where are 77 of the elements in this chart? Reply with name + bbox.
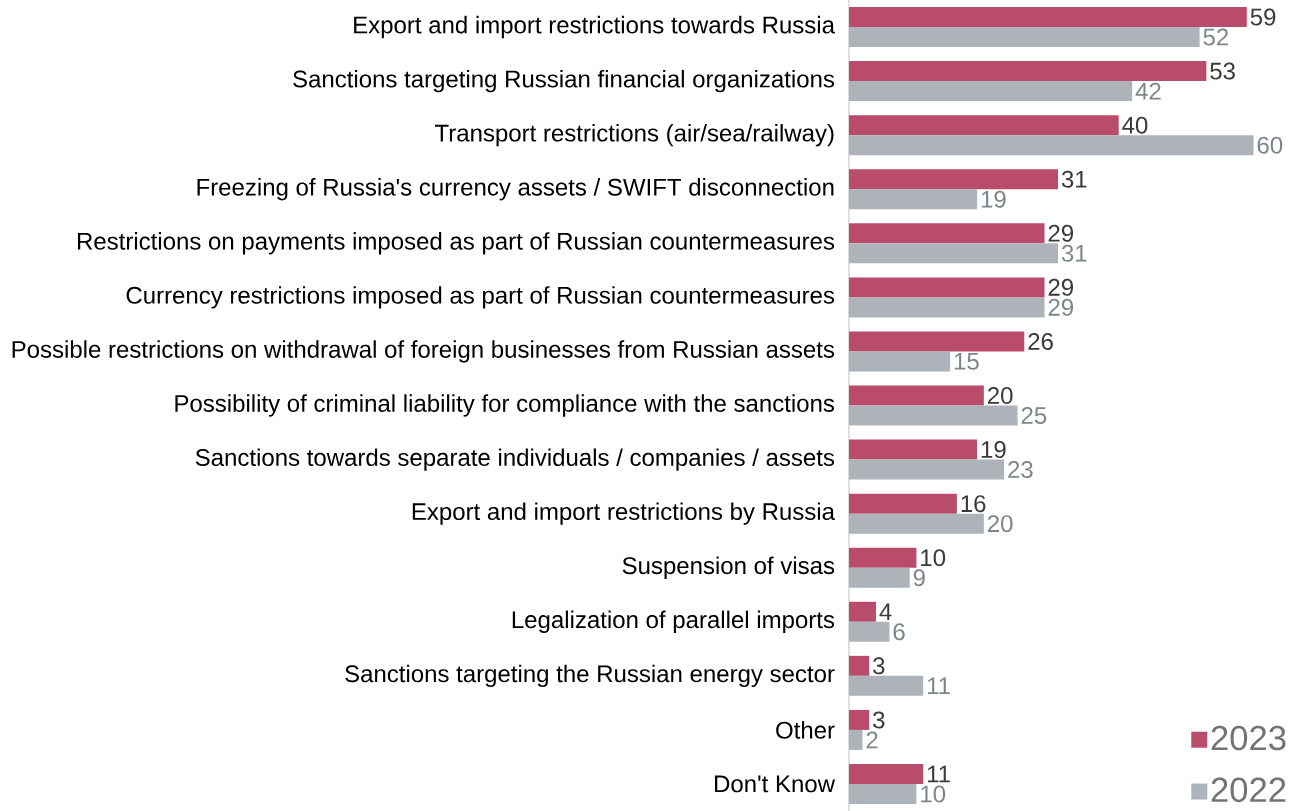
bar [848, 277, 1045, 298]
bar [848, 115, 1119, 136]
bar [848, 621, 890, 642]
y-tick-label: Possibility of criminal liability for compliance with the sanctions [175, 394, 835, 417]
y-tick-label: Suspension of visas [622, 556, 835, 579]
data-label: 42 [1135, 82, 1161, 100]
bar [848, 7, 1247, 28]
data-label: 10 [921, 549, 946, 567]
data-label: 19 [981, 190, 1006, 208]
y-tick-label: Legalization of parallel imports [512, 610, 835, 633]
data-label: 52 [1203, 28, 1229, 46]
legend-label: 2022 [1211, 777, 1286, 803]
bar [848, 709, 870, 730]
y-tick-label: Export and import restrictions towards Russia [354, 15, 835, 39]
data-label: 29 [1048, 224, 1074, 242]
data-label: 16 [961, 495, 986, 513]
data-label: 29 [1048, 278, 1074, 296]
data-label: 6 [893, 623, 905, 641]
y-tick-label: Don't Know [715, 775, 836, 793]
y-tick-label: Transport restrictions (air/sea/railway) [435, 123, 834, 147]
legend-label: 2023 [1211, 725, 1286, 751]
data-label: 29 [1048, 298, 1074, 316]
bar [848, 601, 876, 622]
bar [848, 783, 917, 804]
bar [848, 189, 978, 210]
y-tick-label: Restrictions on payments imposed as part of Russian countermeasures [77, 232, 835, 255]
data-label: 3 [873, 711, 885, 729]
bar [848, 459, 1005, 480]
data-label: 19 [981, 441, 1006, 459]
data-label: 11 [927, 765, 950, 783]
data-label: 20 [987, 387, 1013, 405]
bar [848, 169, 1059, 190]
data-label: 31 [1061, 244, 1087, 262]
data-label: 4 [879, 603, 892, 621]
bar [848, 61, 1207, 82]
bar [848, 547, 917, 568]
y-tick-label: Currency restrictions imposed as part of Russian countermeasures [126, 286, 835, 309]
data-label: 9 [913, 569, 925, 587]
data-label: 10 [921, 785, 946, 803]
data-label: 53 [1210, 62, 1235, 80]
data-label: 15 [954, 353, 979, 370]
data-label: 11 [927, 677, 950, 695]
y-tick-label: Sanctions towards separate individuals / companies / assets [195, 448, 835, 471]
y-tick-label: Possible restrictions on withdrawal of foreign businesses from Russian assets [12, 340, 835, 363]
bar [848, 513, 984, 534]
y-tick-label: Sanctions targeting the Russian energy sector [345, 664, 835, 688]
bar [848, 439, 978, 460]
y-tick-label: Sanctions targeting Russian financial organizations [293, 69, 835, 93]
data-label: 40 [1122, 116, 1148, 134]
bar [848, 405, 1018, 426]
data-label: 26 [1028, 332, 1053, 350]
data-label: 2 [866, 731, 878, 749]
bar [848, 81, 1133, 102]
y-tick-label: Other [776, 721, 835, 739]
data-label: 59 [1250, 8, 1276, 26]
bar [848, 763, 924, 784]
bar [848, 729, 863, 750]
data-label: 60 [1257, 136, 1283, 154]
bar [848, 655, 870, 676]
bar [848, 297, 1045, 318]
data-label: 23 [1008, 461, 1033, 479]
bar [848, 493, 957, 514]
bar [848, 351, 951, 372]
bar [848, 385, 984, 406]
data-label: 31 [1061, 170, 1087, 188]
bar [848, 675, 924, 696]
bar [848, 243, 1059, 264]
bar [848, 223, 1045, 244]
y-tick-label: Export and import restrictions by Russia [412, 502, 835, 525]
bar [848, 567, 910, 588]
data-label: 3 [873, 657, 885, 675]
data-label: 25 [1021, 407, 1047, 425]
data-label: 20 [987, 515, 1013, 533]
bar [848, 331, 1025, 352]
y-tick-label: Freezing of Russia's currency assets / SWIFT disconnection [197, 178, 834, 201]
bar [848, 27, 1200, 48]
bar [848, 135, 1254, 156]
